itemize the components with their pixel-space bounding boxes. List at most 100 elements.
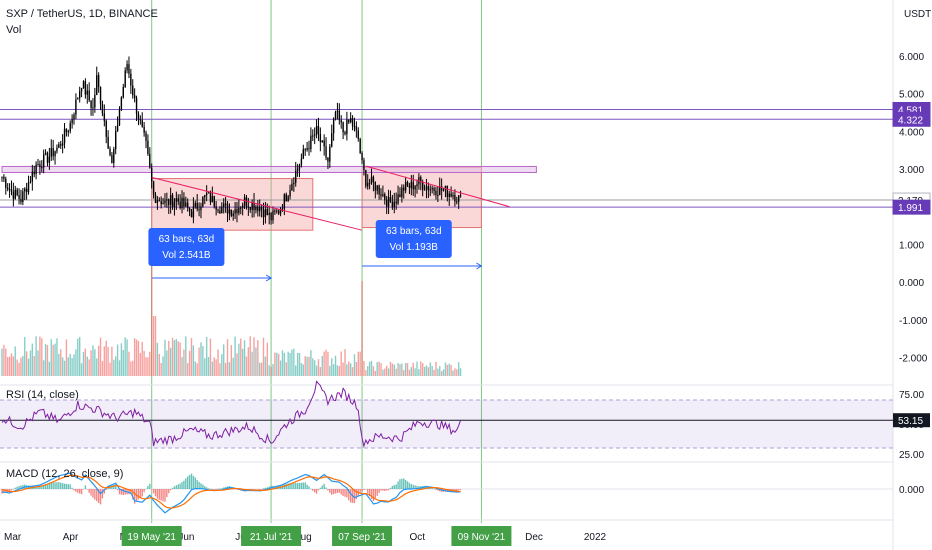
volume-bar bbox=[296, 352, 299, 376]
time-tick-label[interactable]: 2022 bbox=[584, 532, 607, 543]
macd-histogram-bar bbox=[77, 489, 79, 493]
time-tick-label[interactable]: Jun bbox=[178, 532, 194, 543]
candle bbox=[152, 180, 155, 199]
candle bbox=[416, 179, 418, 194]
price-tick-label[interactable]: 3.000 bbox=[899, 165, 924, 176]
macd-histogram-bar bbox=[213, 489, 215, 490]
candle-body bbox=[300, 158, 303, 166]
macd-histogram-bar bbox=[75, 489, 77, 492]
candle-body bbox=[450, 193, 452, 197]
macd-histogram-bar bbox=[224, 486, 227, 489]
candle-body bbox=[454, 195, 456, 202]
range-measure-label[interactable]: 63 bars, 63d Vol 2.541B bbox=[148, 228, 225, 266]
macd-histogram-bar bbox=[158, 489, 160, 500]
macd-histogram-bar bbox=[221, 488, 223, 489]
volume-bar bbox=[403, 370, 405, 376]
volume-bar bbox=[249, 336, 251, 376]
candle bbox=[12, 182, 15, 207]
rsi-tick-label[interactable]: 25.00 bbox=[899, 450, 924, 461]
price-tick-label[interactable]: 4.000 bbox=[899, 127, 924, 138]
date-marker-badge[interactable]: 21 Jul '21 bbox=[241, 526, 302, 546]
candle-body bbox=[452, 195, 454, 197]
macd-histogram-bar bbox=[181, 482, 183, 489]
candle bbox=[24, 187, 26, 200]
price-level-badge[interactable]: 4.322 bbox=[892, 111, 931, 127]
candle-body bbox=[84, 81, 87, 95]
time-tick-label[interactable]: Oct bbox=[410, 532, 426, 543]
volume-bar bbox=[124, 337, 126, 376]
macd-tick-label[interactable]: 0.000 bbox=[899, 485, 924, 496]
price-tick-label[interactable]: -2.000 bbox=[899, 354, 928, 365]
macd-histogram-bar bbox=[56, 482, 58, 489]
volume-bar bbox=[56, 338, 58, 376]
candle-body bbox=[389, 196, 392, 202]
macd-histogram-bar bbox=[329, 489, 331, 493]
macd-histogram-bar bbox=[454, 489, 456, 492]
macd-histogram-bar bbox=[393, 485, 395, 489]
candle bbox=[327, 157, 329, 169]
volume-bar bbox=[5, 348, 7, 376]
resistance-zone[interactable] bbox=[1, 165, 537, 173]
price-axis[interactable]: 6.0005.0004.0003.0002.0001.0000.000-1.00… bbox=[892, 52, 931, 496]
candle bbox=[3, 174, 5, 183]
candle bbox=[393, 192, 395, 214]
candle bbox=[277, 209, 280, 216]
candle bbox=[1, 176, 3, 182]
volume-bar bbox=[63, 360, 66, 376]
rsi-tick-label[interactable]: 75.00 bbox=[899, 390, 924, 401]
range-box[interactable] bbox=[361, 166, 482, 229]
macd-histogram-bar bbox=[306, 484, 308, 489]
date-marker-badge[interactable]: 19 May '21 bbox=[121, 526, 182, 546]
candle-body bbox=[12, 191, 15, 199]
candle bbox=[52, 139, 54, 161]
price-pane[interactable]: 63 bars, 63d Vol 2.541B 63 bars, 63d Vol 1.… bbox=[0, 0, 894, 550]
candle bbox=[78, 86, 81, 103]
price-tick-label[interactable]: 6.000 bbox=[899, 52, 924, 63]
price-tick-label[interactable]: 1.000 bbox=[899, 241, 924, 252]
trendline[interactable] bbox=[365, 165, 510, 208]
range-measure-label[interactable]: 63 bars, 63d Vol 1.193B bbox=[375, 220, 452, 258]
volume-bar bbox=[164, 339, 166, 376]
macd-histogram-bar bbox=[149, 483, 151, 489]
price-tick-label[interactable]: -1.000 bbox=[899, 316, 928, 327]
candle-body bbox=[126, 64, 128, 71]
candle bbox=[94, 87, 96, 113]
volume-bar bbox=[367, 366, 369, 376]
candle bbox=[365, 169, 367, 189]
candle-body bbox=[101, 104, 104, 114]
macd-histogram-bar bbox=[118, 489, 121, 495]
volume-bar bbox=[272, 363, 274, 376]
currency-label[interactable]: USDT bbox=[904, 9, 931, 20]
date-marker-badge[interactable]: 07 Sep '21 bbox=[332, 526, 393, 546]
price-level-badge[interactable]: 1.991 bbox=[892, 199, 931, 215]
volume-bar bbox=[173, 340, 176, 376]
rsi-value-badge[interactable] bbox=[893, 413, 930, 428]
date-marker-badge[interactable]: 09 Nov '21 bbox=[451, 526, 512, 546]
time-tick-label[interactable]: Aug bbox=[294, 532, 312, 543]
time-tick-label[interactable]: Mar bbox=[4, 532, 22, 543]
candle-body bbox=[268, 213, 270, 215]
time-tick-label[interactable]: Dec bbox=[525, 532, 543, 543]
price-tick-label[interactable]: 0.000 bbox=[899, 278, 924, 289]
candle bbox=[338, 103, 341, 125]
candle bbox=[287, 194, 289, 202]
volume-bar bbox=[61, 357, 64, 376]
time-axis[interactable]: MarAprMayJunJulAugSepOctNDec202219 May '… bbox=[4, 526, 607, 546]
volume-bar bbox=[20, 357, 22, 376]
volume-bar bbox=[456, 369, 458, 376]
price-tick-label[interactable]: 5.000 bbox=[899, 90, 924, 101]
volume-bar bbox=[355, 361, 358, 376]
candle bbox=[128, 56, 130, 79]
candle bbox=[329, 144, 331, 168]
candle-body bbox=[425, 186, 428, 190]
macd-histogram-bar bbox=[151, 489, 153, 490]
candle-body bbox=[281, 208, 284, 210]
range-volume-text: Vol 1.193B bbox=[390, 242, 439, 253]
candle bbox=[44, 149, 47, 156]
time-tick-label[interactable]: Apr bbox=[63, 532, 79, 543]
candle-body bbox=[48, 156, 51, 163]
trendline[interactable] bbox=[151, 176, 363, 231]
candle-body bbox=[277, 210, 280, 214]
volume-bar bbox=[344, 349, 346, 376]
